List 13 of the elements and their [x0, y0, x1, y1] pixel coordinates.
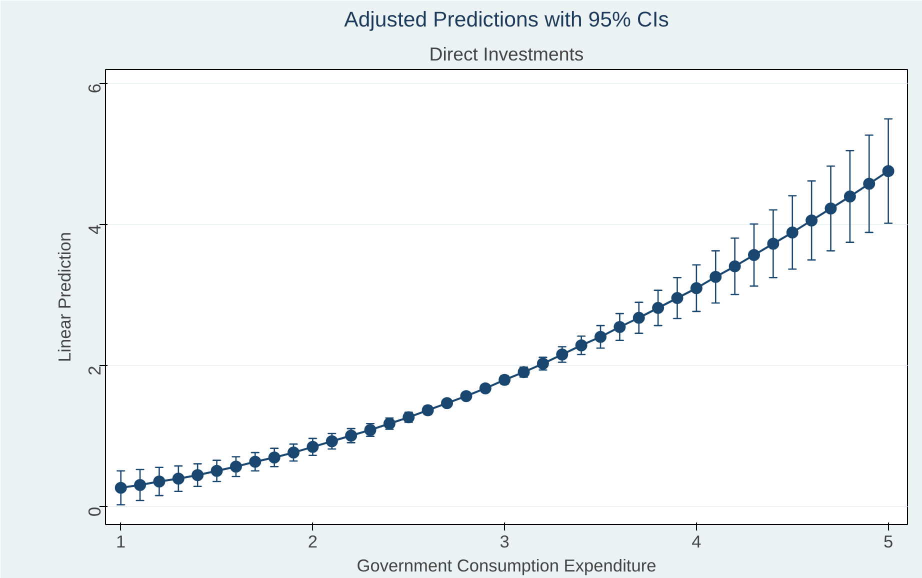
x-tick-label: 5 [883, 532, 894, 552]
x-tick-label: 3 [500, 532, 510, 552]
y-tick-label: 0 [84, 506, 104, 516]
y-tick-label: 6 [84, 84, 104, 94]
y-tick-label: 2 [84, 366, 104, 376]
y-tick-label: 4 [84, 224, 104, 234]
y-axis-title: Linear Prediction [54, 232, 74, 362]
x-tick-label: 2 [308, 532, 318, 552]
chart-subtitle: Direct Investments [429, 44, 584, 64]
x-tick-label: 1 [116, 532, 126, 552]
x-tick-label: 4 [692, 532, 702, 552]
chart-title: Adjusted Predictions with 95% CIs [344, 8, 669, 32]
x-axis-title: Government Consumption Expenditure [356, 556, 656, 576]
